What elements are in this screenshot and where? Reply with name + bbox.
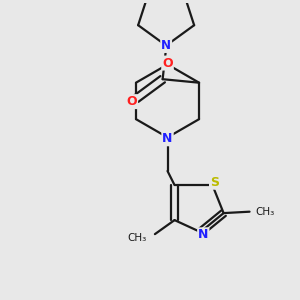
Text: O: O xyxy=(162,57,173,70)
Text: N: N xyxy=(162,132,173,145)
Text: O: O xyxy=(127,95,137,108)
Text: N: N xyxy=(198,228,208,241)
Text: CH₃: CH₃ xyxy=(127,232,146,243)
Text: CH₃: CH₃ xyxy=(256,207,275,217)
Text: S: S xyxy=(210,176,219,189)
Text: N: N xyxy=(161,39,171,52)
